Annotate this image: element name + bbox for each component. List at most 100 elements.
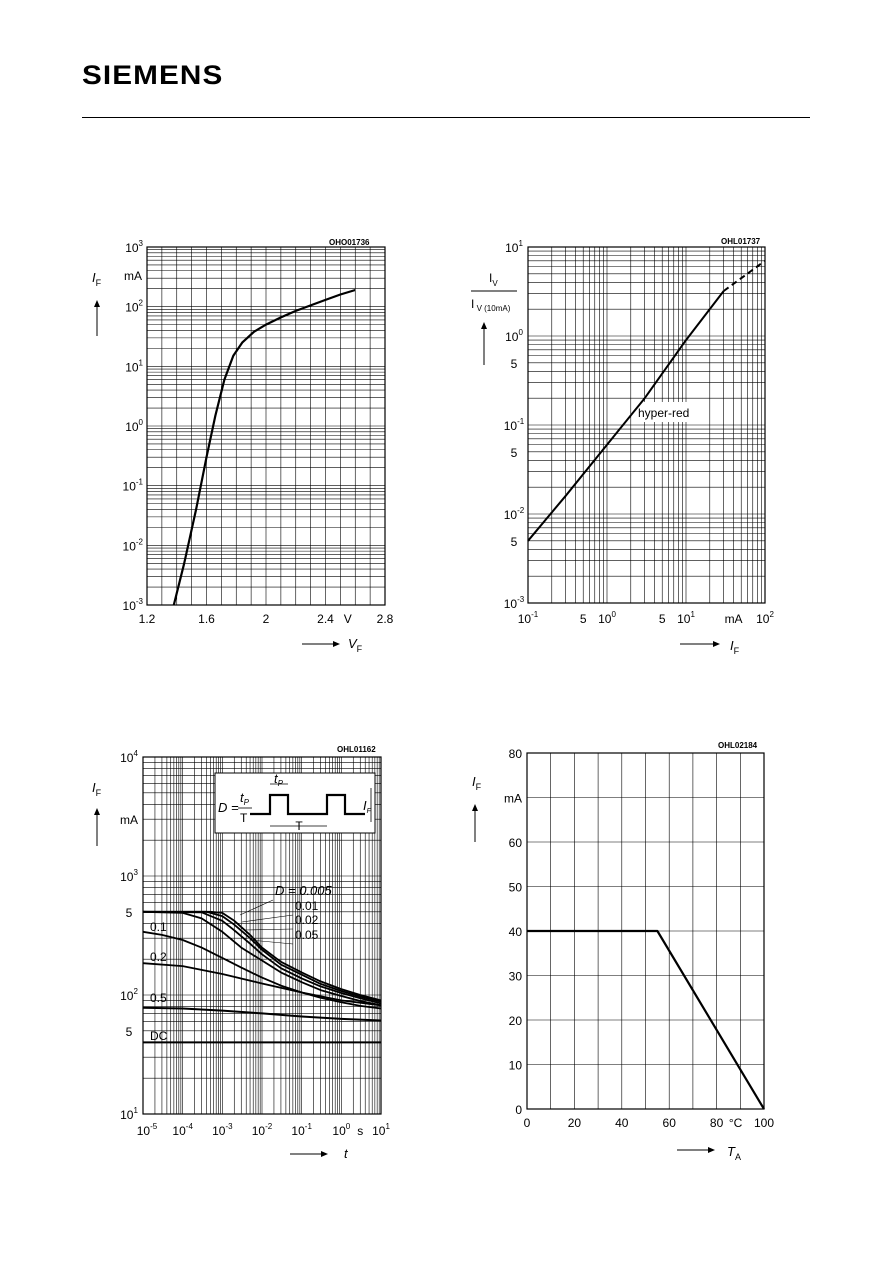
duty-label: 0.05 <box>295 928 319 942</box>
duty-curve <box>142 910 382 1007</box>
x-axis-label: IF <box>730 638 740 656</box>
x-tick-label: mA <box>725 612 743 626</box>
arrow-head <box>708 1147 715 1153</box>
y-tick-label: 102 <box>120 987 138 1003</box>
y-tick-label: 10-1 <box>123 478 144 494</box>
y-tick-label: 10-1 <box>504 417 525 433</box>
hyper-red-curve <box>527 290 725 542</box>
inset-frame <box>214 772 376 834</box>
x-tick-label: 10-3 <box>212 1122 233 1138</box>
leader-line <box>244 928 294 931</box>
y-tick-label: 10-2 <box>123 537 144 553</box>
y-tick-label: 102 <box>125 299 143 315</box>
y-tick-label: 10-3 <box>504 595 525 611</box>
y-tick-label: 10-2 <box>504 506 525 522</box>
duty-curve <box>142 962 382 1007</box>
y-tick-label: 5 <box>511 446 518 460</box>
y-label-denominator: I V (10mA) <box>471 297 511 313</box>
period-label: T <box>295 819 303 833</box>
y-tick-label: 0 <box>515 1103 522 1117</box>
pulse-waveform <box>250 793 365 816</box>
arrow-head <box>94 300 100 307</box>
x-tick-label: 5 <box>659 612 666 626</box>
leader-line <box>249 939 294 945</box>
chart-forward-current-vs-voltage: 1.2 1.6 2 2.4 V 2.8 103 102 101 100 10-1 10-2 10-3 OH… <box>92 238 394 654</box>
x-axis-label: TA <box>727 1144 741 1162</box>
duty-curve <box>142 1006 382 1022</box>
y-tick-label: 100 <box>505 328 523 344</box>
y-tick-label: 40 <box>509 925 523 939</box>
y-tick-label: 60 <box>509 836 523 850</box>
duty-label: 0.5 <box>150 991 167 1005</box>
chart-code: OHO01736 <box>329 238 370 247</box>
x-tick-label: 100 <box>598 610 616 626</box>
duty-label: D = 0.005 <box>275 883 333 898</box>
y-label-numerator: IV <box>489 271 498 288</box>
y-unit-label: mA <box>124 269 142 283</box>
arrow-head <box>94 808 100 815</box>
arrow-head <box>321 1151 328 1157</box>
duty-curve <box>143 910 382 1002</box>
y-tick-label: 101 <box>125 358 143 374</box>
arrow-head <box>333 641 340 647</box>
x-tick-label: 100 <box>754 1116 774 1130</box>
y-tick-label: 20 <box>509 1014 523 1028</box>
header-rule <box>82 117 810 118</box>
y-tick-label: mA <box>120 813 138 827</box>
y-tick-label: 101 <box>505 239 523 255</box>
x-axis-label: t <box>344 1146 349 1161</box>
x-tick-label: 101 <box>677 610 695 626</box>
x-tick-label: 0 <box>524 1116 531 1130</box>
siemens-logo: SIEMENS <box>82 60 224 90</box>
y-tick-label: 5 <box>126 1025 133 1039</box>
y-axis-label: IF <box>92 270 102 288</box>
annotation-label: hyper-red <box>638 406 689 420</box>
duty-curve <box>142 910 382 1005</box>
x-tick-label: 2 <box>263 612 270 626</box>
y-tick-label: 103 <box>125 239 143 255</box>
x-tick-label: 40 <box>615 1116 629 1130</box>
duty-label: 0.2 <box>150 950 167 964</box>
leader-line <box>239 899 274 916</box>
x-tick-label: 10-2 <box>252 1122 273 1138</box>
x-tick-label: 101 <box>372 1122 390 1138</box>
x-tick-label: 5 <box>580 612 587 626</box>
y-tick-label: mA <box>504 792 522 806</box>
x-tick-label: 10-1 <box>518 610 539 626</box>
x-tick-label: 2.4 <box>317 612 334 626</box>
y-axis-label: IF <box>92 780 102 798</box>
tp-label: tP <box>274 771 284 788</box>
leader-line <box>241 914 294 923</box>
amplitude-label: IF <box>363 798 372 815</box>
duty-label: DC <box>150 1029 168 1043</box>
y-tick-label: 10 <box>509 1059 523 1073</box>
x-tick-label: V <box>344 612 352 626</box>
annotation-bg <box>635 402 707 422</box>
y-tick-label: 5 <box>511 535 518 549</box>
x-tick-label: °C <box>729 1116 743 1130</box>
x-tick-label: 2.8 <box>377 612 394 626</box>
x-tick-label: 102 <box>756 610 774 626</box>
duty-formula: D = <box>218 800 239 815</box>
duty-curve <box>142 930 382 1010</box>
duty-label: 0.02 <box>295 913 319 927</box>
x-tick-label: 100 <box>332 1122 350 1138</box>
plot-frame <box>142 756 382 1115</box>
x-axis-label: VF <box>348 636 363 654</box>
arrow-head <box>472 804 478 811</box>
y-tick-label: 103 <box>120 868 138 884</box>
duty-formula-num: tP <box>240 790 250 807</box>
x-tick-label: 1.6 <box>198 612 215 626</box>
y-tick-label: 80 <box>509 747 523 761</box>
y-tick-label: 101 <box>120 1106 138 1122</box>
y-tick-label: 104 <box>120 749 138 765</box>
duty-label: 0.1 <box>150 920 167 934</box>
chart-relative-luminous-intensity: hyper-red 10-1 5 100 5 101 mA 102 101 100 5 10-1 5 10… <box>471 237 774 656</box>
y-tick-label: 30 <box>509 970 523 984</box>
y-tick-label: 50 <box>509 881 523 895</box>
y-tick-label: 10-3 <box>123 597 144 613</box>
arrow-head <box>481 322 487 329</box>
derating-curve <box>527 929 765 1110</box>
